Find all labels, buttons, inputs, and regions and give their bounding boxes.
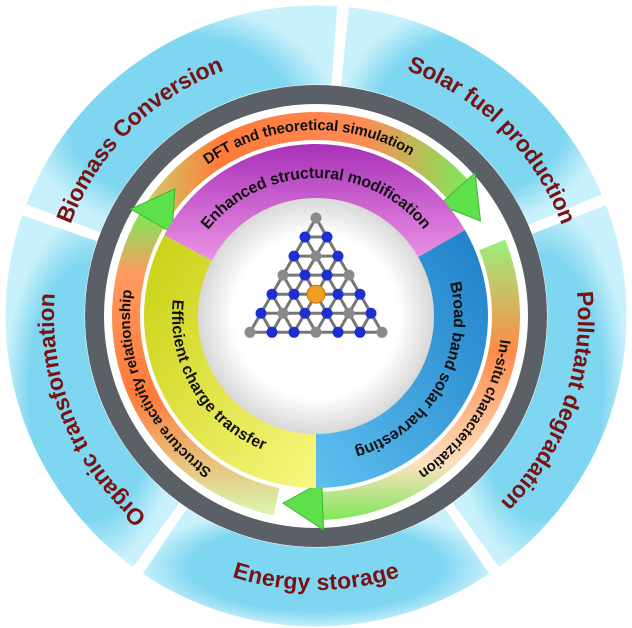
- atom: [332, 250, 344, 262]
- arrow-band: [115, 111, 468, 286]
- atom: [310, 326, 322, 338]
- atom: [321, 231, 333, 243]
- atom: [288, 288, 300, 300]
- atom: [343, 307, 355, 319]
- metal-atom: [306, 284, 326, 304]
- atom: [288, 250, 300, 262]
- atom: [310, 212, 322, 224]
- atom: [354, 288, 366, 300]
- arrow-head: [438, 171, 482, 222]
- arrow-head: [129, 188, 176, 234]
- atom: [332, 288, 344, 300]
- atom: [277, 307, 289, 319]
- atom: [299, 231, 311, 243]
- atom: [299, 307, 311, 319]
- atom: [288, 326, 300, 338]
- arrow-head: [282, 481, 325, 531]
- atom: [321, 269, 333, 281]
- atom: [277, 269, 289, 281]
- atom: [299, 269, 311, 281]
- atom: [266, 288, 278, 300]
- arrow-band: [112, 214, 280, 516]
- atom: [343, 269, 355, 281]
- atom: [321, 307, 333, 319]
- atom: [255, 307, 267, 319]
- atom: [244, 326, 256, 338]
- arrow-band: [322, 239, 520, 520]
- atom: [310, 250, 322, 262]
- atom: [332, 326, 344, 338]
- atom: [354, 326, 366, 338]
- atom: [376, 326, 388, 338]
- atom: [266, 326, 278, 338]
- atom: [365, 307, 377, 319]
- center: [198, 198, 434, 434]
